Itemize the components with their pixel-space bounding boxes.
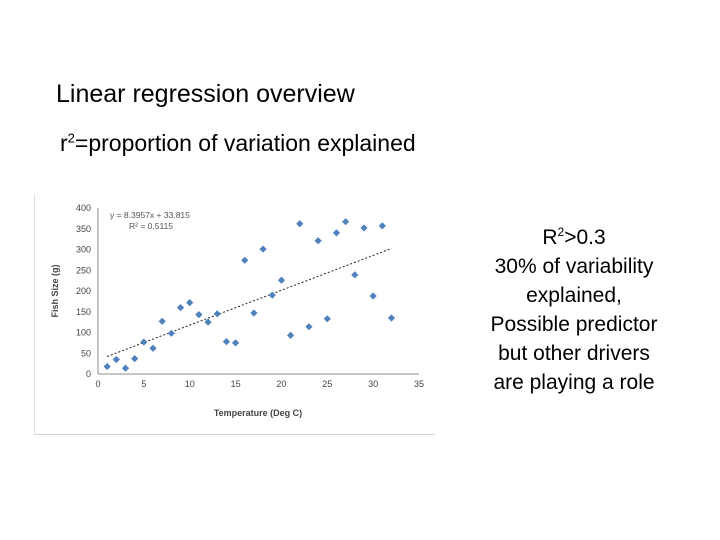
- annotation-line-5: but other drivers: [498, 342, 650, 365]
- data-point: [378, 222, 386, 230]
- data-point: [268, 291, 276, 299]
- scatter-chart: y = 8.3957x + 33.815 R² = 0.5115 Tempera…: [34, 194, 435, 435]
- trendline-layer: [106, 248, 392, 357]
- data-point: [204, 318, 212, 326]
- x-tick-label: 35: [414, 379, 424, 389]
- x-tick-label: 25: [322, 379, 332, 389]
- data-point: [360, 224, 368, 232]
- r2-threshold-line: R2>0.3: [456, 218, 692, 252]
- x-tick-label: 20: [276, 379, 286, 389]
- data-point: [140, 338, 148, 346]
- data-point: [131, 355, 139, 363]
- r2-base: R: [542, 226, 558, 249]
- data-point: [250, 309, 258, 317]
- trendline: [106, 248, 392, 357]
- data-point: [167, 329, 175, 337]
- tick-labels: 0 50 100 150 200 250 300 350 400 0 5 10 15 20 25 30 35: [76, 203, 424, 389]
- equation-label: y = 8.3957x + 33.815: [110, 210, 190, 220]
- data-point: [241, 256, 249, 264]
- data-point: [112, 355, 120, 364]
- r-squared-label: R² = 0.5115: [129, 221, 173, 231]
- data-point: [259, 245, 267, 253]
- data-point: [314, 237, 322, 245]
- data-point: [103, 362, 111, 371]
- y-tick-label: 350: [76, 224, 91, 234]
- data-point: [305, 323, 313, 331]
- data-point: [149, 344, 157, 352]
- x-axis-title: Temperature (Deg C): [214, 408, 302, 418]
- y-tick-label: 0: [86, 369, 91, 379]
- subtitle-r: r: [60, 130, 68, 156]
- data-point: [369, 292, 377, 300]
- data-point: [387, 314, 396, 322]
- data-point: [222, 338, 230, 346]
- data-point: [231, 339, 240, 347]
- y-tick-label: 150: [76, 307, 91, 317]
- annotation-line-4: Possible predictor: [490, 313, 658, 336]
- y-tick-label: 200: [76, 286, 91, 296]
- side-annotation: R2>0.3 30% of variability explained, Pos…: [456, 218, 692, 397]
- x-tick-label: 0: [95, 379, 100, 389]
- data-point: [213, 310, 221, 318]
- r2-value: >0.3: [564, 226, 606, 249]
- slide-subtitle: r2=proportion of variation explained: [60, 130, 416, 157]
- x-tick-label: 5: [141, 379, 146, 389]
- r2-superscript: 2: [557, 225, 565, 239]
- data-point: [277, 276, 286, 284]
- y-tick-label: 50: [81, 348, 91, 358]
- annotation-line-2: 30% of variability: [494, 255, 654, 278]
- slide-title: Linear regression overview: [56, 80, 355, 108]
- x-tick-label: 30: [368, 379, 378, 389]
- data-points: [103, 218, 396, 372]
- scatter-chart-svg: y = 8.3957x + 33.815 R² = 0.5115 Tempera…: [50, 203, 424, 418]
- y-tick-label: 250: [76, 265, 91, 275]
- data-point: [121, 364, 130, 372]
- y-tick-label: 300: [76, 245, 91, 255]
- annotation-line-3: explained,: [526, 284, 622, 307]
- x-tick-label: 15: [231, 379, 241, 389]
- y-tick-label: 400: [76, 203, 91, 213]
- subtitle-superscript: 2: [67, 130, 75, 146]
- data-point: [186, 299, 194, 307]
- subtitle-text: =proportion of variation explained: [74, 130, 416, 156]
- data-point: [342, 218, 350, 226]
- data-point: [332, 229, 341, 237]
- data-point: [176, 304, 185, 312]
- data-point: [296, 220, 304, 228]
- annotation-line-6: are playing a role: [493, 371, 655, 394]
- data-point: [287, 331, 295, 340]
- data-point: [158, 317, 166, 325]
- x-tick-label: 10: [185, 379, 195, 389]
- y-axis-title: Fish Size (g): [50, 264, 60, 317]
- data-point: [195, 311, 203, 319]
- y-tick-label: 100: [76, 328, 91, 338]
- data-point: [351, 271, 359, 279]
- data-point: [323, 315, 331, 323]
